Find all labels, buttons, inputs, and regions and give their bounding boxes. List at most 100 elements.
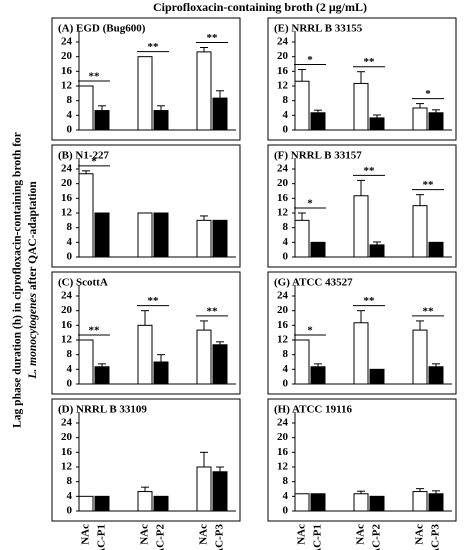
- y-tick-label: 12: [61, 207, 73, 219]
- y-tick-label: 16: [61, 192, 73, 204]
- y-tick-label: 8: [283, 348, 289, 360]
- significance-label: *: [91, 155, 97, 167]
- bar: [153, 361, 169, 385]
- y-tick-label: 12: [61, 80, 73, 92]
- x-tick-label: QAC-P1: [312, 524, 324, 550]
- y-tick-label: 8: [67, 475, 73, 487]
- significance-label: **: [207, 305, 219, 317]
- bar: [428, 493, 444, 512]
- panel-frame: [267, 398, 457, 522]
- significance-label: **: [207, 32, 219, 44]
- bar: [412, 107, 428, 131]
- significance-label: **: [364, 165, 376, 177]
- y-tick-label: 20: [61, 431, 73, 443]
- y-tick-label: 4: [283, 109, 289, 121]
- x-tick-label: NAc: [139, 524, 151, 545]
- figure-title: Ciprofloxacin-containing broth (2 μg/mL): [153, 0, 367, 14]
- y-tick-label: 24: [277, 36, 289, 48]
- bar: [369, 117, 385, 131]
- panel-frame: [267, 144, 457, 268]
- y-tick-label: 0: [67, 378, 73, 390]
- y-tick-label: 12: [277, 207, 289, 219]
- panel-title: (A) EGD (Bug600): [58, 23, 146, 35]
- bar: [369, 244, 385, 258]
- y-axis-label: Lag phase duration (h) in ciprofloxacin-…: [12, 132, 24, 428]
- y-tick-label: 8: [67, 94, 73, 106]
- panel-title: (E) NRRL B 33155: [274, 23, 363, 35]
- bar: [428, 241, 444, 258]
- bar: [310, 366, 326, 385]
- y-tick-label: 24: [277, 417, 289, 429]
- bar: [294, 219, 310, 258]
- bar: [78, 85, 94, 131]
- significance-label: **: [364, 56, 376, 68]
- bar: [137, 491, 153, 512]
- y-tick-label: 4: [67, 363, 73, 375]
- bar: [94, 212, 110, 258]
- y-tick-label: 20: [277, 177, 289, 189]
- panel-frame: [51, 271, 241, 395]
- panel-title: (G) ATCC 43527: [274, 277, 353, 289]
- bar: [310, 493, 326, 512]
- y-tick-label: 20: [61, 177, 73, 189]
- y-axis-label-part: L. monocytogenes: [27, 292, 39, 379]
- y-tick-label: 0: [283, 378, 289, 390]
- y-tick-label: 8: [283, 94, 289, 106]
- bar: [212, 344, 228, 385]
- bar: [196, 329, 212, 385]
- bar: [353, 322, 369, 385]
- bar: [196, 219, 212, 258]
- bar: [294, 80, 310, 131]
- y-tick-label: 4: [283, 236, 289, 248]
- y-tick-label: 24: [277, 290, 289, 302]
- y-tick-label: 0: [67, 251, 73, 263]
- significance-label: *: [307, 325, 313, 337]
- y-tick-label: 24: [277, 163, 289, 175]
- bar: [412, 491, 428, 512]
- y-tick-label: 12: [61, 461, 73, 473]
- bar: [137, 56, 153, 131]
- y-tick-label: 24: [61, 163, 73, 175]
- y-tick-label: 4: [283, 490, 289, 502]
- y-axis-label-part: after QAC-adaptation: [27, 181, 39, 293]
- y-tick-label: 12: [61, 334, 73, 346]
- bar: [310, 241, 326, 258]
- bar: [353, 195, 369, 258]
- y-tick-label: 4: [67, 236, 73, 248]
- y-tick-label: 8: [283, 221, 289, 233]
- x-tick-label: NAc: [80, 524, 92, 545]
- y-tick-label: 0: [67, 124, 73, 136]
- y-tick-label: 0: [283, 251, 289, 263]
- y-tick-label: 16: [277, 446, 289, 458]
- panel-title: (C) ScottA: [58, 277, 108, 289]
- significance-label: **: [364, 295, 376, 307]
- significance-label: **: [89, 325, 101, 337]
- bar: [353, 82, 369, 131]
- significance-label: **: [423, 305, 435, 317]
- bar: [369, 495, 385, 512]
- y-tick-label: 20: [61, 50, 73, 62]
- x-tick-label: QAC-P1: [96, 524, 108, 550]
- y-tick-label: 12: [277, 461, 289, 473]
- y-tick-label: 20: [277, 431, 289, 443]
- significance-label: **: [148, 295, 160, 307]
- bar: [294, 493, 310, 512]
- y-tick-label: 20: [277, 50, 289, 62]
- x-tick-label: QAC-P3: [430, 524, 442, 550]
- significance-label: **: [148, 41, 160, 53]
- y-tick-label: 12: [277, 80, 289, 92]
- bar: [94, 110, 110, 131]
- x-tick-label: QAC-P2: [371, 524, 383, 550]
- significance-label: *: [307, 54, 313, 66]
- y-tick-label: 24: [61, 290, 73, 302]
- bar: [78, 173, 94, 258]
- y-tick-label: 16: [277, 192, 289, 204]
- x-tick-label: QAC-P3: [214, 524, 226, 550]
- y-tick-label: 16: [61, 319, 73, 331]
- bar: [212, 97, 228, 131]
- x-tick-label: NAc: [198, 524, 210, 545]
- bar: [153, 110, 169, 131]
- bar: [369, 368, 385, 385]
- bar: [212, 471, 228, 512]
- significance-label: **: [89, 71, 101, 83]
